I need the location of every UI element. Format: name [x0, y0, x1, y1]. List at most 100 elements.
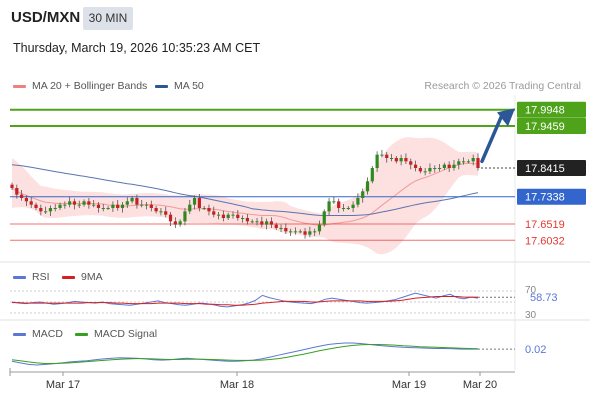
- candle-up: [111, 204, 115, 208]
- candle-up: [317, 224, 322, 232]
- x-tick-label-2: Mar 19: [392, 379, 426, 391]
- candle-down: [164, 211, 168, 215]
- candle-up: [63, 204, 67, 206]
- candle-down: [10, 184, 14, 188]
- candle-up: [471, 158, 475, 162]
- projection-arrow-shaft: [480, 115, 503, 164]
- x-tick-label-3: Mar 20: [463, 379, 497, 391]
- candle-down: [476, 158, 480, 168]
- candle-up: [44, 211, 48, 213]
- level-label-4: 17.6032: [525, 235, 565, 247]
- candle-up: [226, 214, 230, 218]
- datetime-label: Thursday, March 19, 2026 10:35:23 AM CET: [13, 41, 261, 55]
- ma50-line: [11, 164, 479, 217]
- candle-down: [245, 218, 250, 222]
- candle-up: [365, 181, 370, 192]
- candle-up: [466, 161, 470, 163]
- legend-macd-label: MACD: [32, 328, 63, 340]
- candle-up: [178, 221, 182, 225]
- x-tick-label-1: Mar 18: [220, 379, 254, 391]
- candle-down: [409, 161, 413, 165]
- candle-up: [437, 168, 442, 169]
- candle-up: [125, 201, 129, 205]
- candle-down: [337, 201, 341, 208]
- candle-up: [428, 168, 432, 172]
- legend-rsi: RSI: [13, 271, 50, 283]
- timeframe-badge[interactable]: 30 MIN: [83, 7, 133, 30]
- rsi-last-value: 58.73: [530, 292, 558, 304]
- candle-down: [274, 224, 278, 228]
- candle-up: [370, 168, 374, 182]
- candle-up: [351, 204, 355, 208]
- level-label-0: 17.9948: [525, 105, 565, 117]
- symbol-title: USD/MXN: [11, 9, 81, 26]
- candle-up: [389, 158, 394, 159]
- candle-up: [308, 231, 312, 235]
- candle-up: [265, 221, 269, 225]
- legend-ma50-label: MA 50: [174, 80, 204, 92]
- candle-up: [53, 208, 57, 209]
- candle-up: [140, 204, 144, 206]
- candle-down: [72, 201, 77, 205]
- candle-up: [433, 168, 437, 169]
- candle-down: [197, 198, 201, 208]
- candle-down: [29, 201, 33, 205]
- candle-up: [461, 161, 466, 163]
- level-label-1: 17.9459: [525, 121, 565, 133]
- rsi-series-1: [12, 296, 478, 306]
- candle-up: [442, 164, 446, 168]
- level-tag-1: [517, 118, 586, 135]
- candle-down: [269, 221, 274, 225]
- candle-down: [168, 214, 173, 222]
- legend-macd-signal-swatch: [75, 332, 88, 336]
- legend-ma20-swatch: [13, 84, 26, 88]
- candle-down: [96, 204, 101, 208]
- candle-up: [380, 154, 384, 156]
- candle-up: [82, 201, 86, 205]
- level-label-3: 17.6519: [525, 219, 565, 231]
- candle-down: [154, 208, 158, 212]
- legend-ma50: MA 50: [155, 80, 204, 92]
- level-tag-2: [517, 188, 586, 205]
- candle-down: [413, 164, 418, 168]
- candle-up: [58, 204, 62, 208]
- candle-up: [341, 208, 346, 209]
- candle-up: [202, 208, 206, 209]
- candle-down: [15, 188, 19, 195]
- candle-up: [68, 201, 72, 205]
- candle-down: [173, 221, 177, 225]
- legend-rsi-9ma: 9MA: [62, 271, 103, 283]
- candle-up: [332, 201, 336, 203]
- candle-up: [361, 191, 365, 198]
- candle-up: [298, 231, 302, 233]
- candle-down: [116, 204, 120, 208]
- candle-up: [144, 204, 149, 206]
- candle-down: [284, 228, 288, 232]
- candle-up: [183, 211, 187, 222]
- candle-up: [327, 201, 331, 212]
- candle-up: [322, 211, 326, 225]
- rsi-tick-70: 70: [525, 285, 537, 296]
- candle-down: [34, 204, 38, 208]
- candle-up: [457, 161, 461, 165]
- candle-up: [279, 228, 283, 229]
- candle-down: [212, 211, 216, 215]
- candle-up: [255, 221, 259, 223]
- level-label-2: 17.7338: [525, 192, 565, 204]
- candle-down: [24, 198, 29, 202]
- candle-up: [231, 214, 235, 216]
- candle-down: [447, 164, 451, 168]
- candle-up: [188, 204, 192, 212]
- candle-up: [192, 198, 197, 205]
- candle-up: [92, 204, 96, 206]
- x-tick-label-0: Mar 17: [46, 379, 80, 391]
- candle-up: [313, 231, 317, 233]
- legend-macd-swatch: [13, 332, 26, 336]
- candle-down: [394, 158, 398, 162]
- last-price-tag: [517, 160, 586, 176]
- level-tag-0: [517, 101, 586, 118]
- rsi-tick-30: 30: [525, 310, 537, 321]
- legend-9ma-label: 9MA: [81, 271, 103, 283]
- research-credit: Research © 2026 Trading Central: [424, 80, 581, 92]
